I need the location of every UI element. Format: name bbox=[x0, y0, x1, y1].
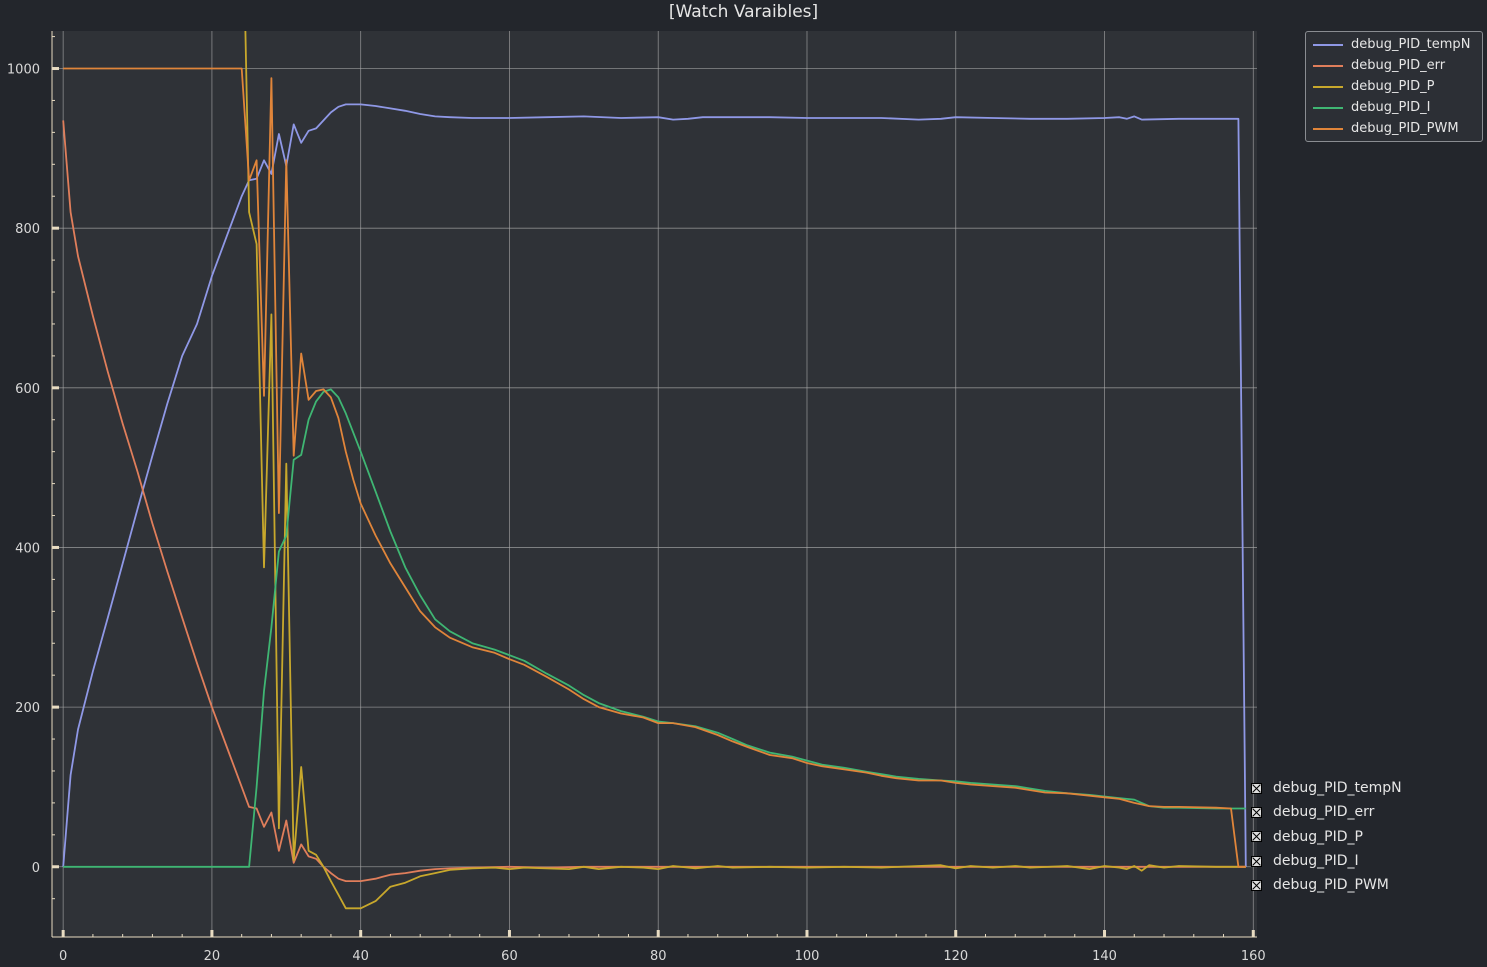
y-tick-label: 1000 bbox=[7, 63, 40, 78]
legend: debug_PID_tempN debug_PID_err debug_PID_… bbox=[1305, 31, 1483, 142]
legend-item-p: debug_PID_P bbox=[1306, 76, 1482, 97]
y-tick-label: 200 bbox=[15, 701, 40, 716]
x-major-tick bbox=[61, 930, 65, 937]
x-major-tick bbox=[1251, 930, 1255, 937]
legend-label: debug_PID_PWM bbox=[1351, 121, 1459, 136]
toggle-label: debug_PID_P bbox=[1273, 828, 1363, 845]
legend-swatch bbox=[1313, 64, 1343, 67]
toggle-label: debug_PID_tempN bbox=[1273, 780, 1402, 797]
plot-area bbox=[52, 31, 1257, 937]
y-major-tick bbox=[52, 226, 59, 230]
series-line-debug_PID_tempN bbox=[62, 103, 1247, 867]
y-tick-label: 0 bbox=[32, 861, 40, 876]
y-major-tick bbox=[52, 545, 59, 549]
toggle-tempN[interactable]: debug_PID_tempN bbox=[1251, 776, 1402, 800]
x-tick-label: 60 bbox=[501, 949, 518, 964]
x-tick-label: 140 bbox=[1092, 949, 1117, 964]
checkbox-icon[interactable] bbox=[1251, 879, 1262, 891]
legend-item-err: debug_PID_err bbox=[1306, 55, 1482, 76]
y-major-tick bbox=[52, 705, 59, 709]
checkbox-icon[interactable] bbox=[1251, 831, 1262, 843]
x-major-tick bbox=[210, 930, 214, 937]
legend-swatch bbox=[1313, 127, 1343, 130]
series-lines bbox=[62, 31, 1247, 910]
x-tick-label: 160 bbox=[1241, 949, 1266, 964]
x-major-tick bbox=[507, 930, 511, 937]
y-tick-label: 400 bbox=[15, 541, 40, 556]
x-tick-label: 40 bbox=[352, 949, 369, 964]
toggle-label: debug_PID_PWM bbox=[1273, 877, 1389, 894]
x-major-tick bbox=[656, 930, 660, 937]
toggle-p[interactable]: debug_PID_P bbox=[1251, 825, 1402, 849]
x-tick-label: 80 bbox=[650, 949, 667, 964]
legend-label: debug_PID_I bbox=[1351, 100, 1431, 115]
checkbox-icon[interactable] bbox=[1251, 806, 1262, 818]
legend-swatch bbox=[1313, 85, 1343, 88]
chart-title: [Watch Varaibles] bbox=[668, 2, 819, 22]
series-line-debug_PID_PWM bbox=[63, 67, 1246, 868]
toggle-pwm[interactable]: debug_PID_PWM bbox=[1251, 873, 1402, 897]
x-major-tick bbox=[359, 930, 363, 937]
toggle-label: debug_PID_I bbox=[1273, 853, 1359, 870]
y-major-tick bbox=[52, 865, 59, 869]
x-tick-label: 20 bbox=[204, 949, 221, 964]
checkbox-icon[interactable] bbox=[1251, 782, 1262, 794]
legend-swatch bbox=[1313, 106, 1343, 109]
y-major-tick bbox=[52, 67, 59, 71]
legend-item-tempN: debug_PID_tempN bbox=[1306, 34, 1482, 55]
x-tick-label: 120 bbox=[943, 949, 968, 964]
series-line-debug_PID_P bbox=[244, 31, 1246, 910]
x-major-tick bbox=[805, 930, 809, 937]
x-major-tick bbox=[1103, 930, 1107, 937]
legend-item-pwm: debug_PID_PWM bbox=[1306, 118, 1482, 139]
legend-label: debug_PID_P bbox=[1351, 79, 1435, 94]
toggle-err[interactable]: debug_PID_err bbox=[1251, 800, 1402, 824]
x-major-tick bbox=[954, 930, 958, 937]
series-line-debug_PID_I bbox=[63, 388, 1246, 868]
checkbox-icon[interactable] bbox=[1251, 855, 1262, 867]
y-tick-label: 600 bbox=[15, 382, 40, 397]
legend-item-i: debug_PID_I bbox=[1306, 97, 1482, 118]
toggle-i[interactable]: debug_PID_I bbox=[1251, 849, 1402, 873]
legend-swatch bbox=[1313, 43, 1343, 46]
series-toggles: debug_PID_tempN debug_PID_err debug_PID_… bbox=[1251, 776, 1402, 897]
legend-label: debug_PID_err bbox=[1351, 58, 1446, 73]
y-major-tick bbox=[52, 386, 59, 390]
axes: 0 20 40 60 80 100 120 140 160 0 200 400 600 800 1000 bbox=[7, 31, 1266, 964]
toggle-label: debug_PID_err bbox=[1273, 804, 1375, 821]
y-tick-label: 800 bbox=[15, 222, 40, 237]
x-tick-label: 100 bbox=[795, 949, 820, 964]
x-tick-label: 0 bbox=[59, 949, 67, 964]
legend-label: debug_PID_tempN bbox=[1351, 37, 1471, 52]
